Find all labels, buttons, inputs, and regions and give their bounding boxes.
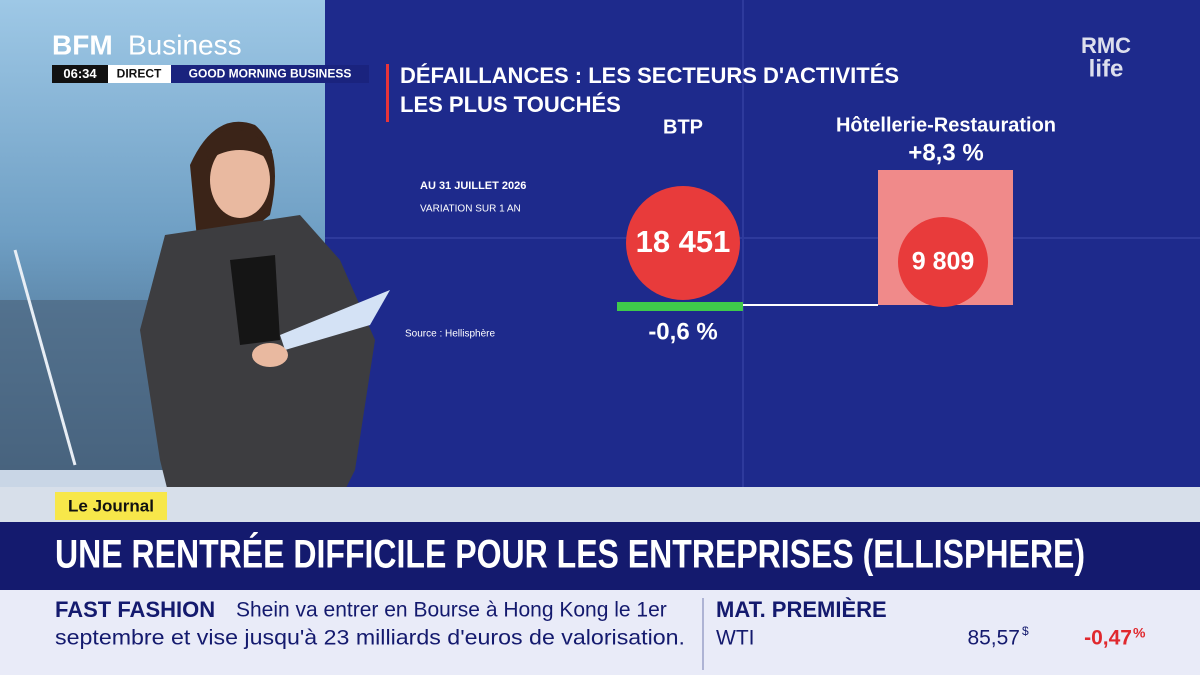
headline: UNE RENTRÉE DIFFICILE POUR LES ENTREPRIS… [55,532,1085,577]
ticker-text: septembre et vise jusqu'à 23 milliards d… [55,627,685,650]
sector-change: -0,6 % [648,318,717,345]
count-circle [626,186,740,300]
sector-change: +8,3 % [908,139,983,166]
count-circle [898,217,988,307]
decor-line [13,249,77,466]
tag-band [0,487,1200,522]
time-box [52,65,108,83]
graphic-title: LES PLUS TOUCHÉS [400,92,621,117]
market-title: MAT. PREMIÈRE [716,597,887,622]
title-accent [386,64,389,122]
presenter [140,121,390,520]
live: DIRECT [117,67,162,81]
partner-logo: RMC [1081,33,1131,58]
sector-count: 9 809 [912,248,975,276]
market-change: -0,47 [1084,627,1132,650]
tag: Le Journal [68,496,154,515]
show-box [171,65,369,83]
live-box [108,65,171,83]
change-bar [617,302,743,311]
market-asset: WTI [716,627,754,650]
graphic-subtitle: VARIATION SUR 1 AN [420,204,521,215]
show: GOOD MORNING BUSINESS [189,67,352,81]
time: 06:34 [63,66,97,81]
sector-name: Hôtellerie-Restauration [836,114,1056,136]
brand: BFM [52,29,113,60]
video-wall [325,0,1200,500]
sector-count: 18 451 [636,224,731,259]
market-price: 85,57 [967,627,1020,650]
ticker-topic: FAST FASHION [55,597,215,622]
partner-logo: life [1089,55,1124,82]
graphic-date: AU 31 JUILLET 2026 [420,180,526,192]
graphic-title: DÉFAILLANCES : LES SECTEURS D'ACTIVITÉS [400,63,899,88]
ticker-band [0,590,1200,675]
graphic-source: Source : Hellisphère [405,329,495,340]
brand-suffix: Business [128,29,242,60]
ticker-text: Shein va entrer en Bourse à Hong Kong le… [236,599,667,622]
market-change-unit: % [1133,625,1146,641]
tag-box [55,492,167,520]
market-currency: $ [1022,624,1029,638]
sector-name: BTP [663,116,703,138]
headline-band [0,522,1200,590]
